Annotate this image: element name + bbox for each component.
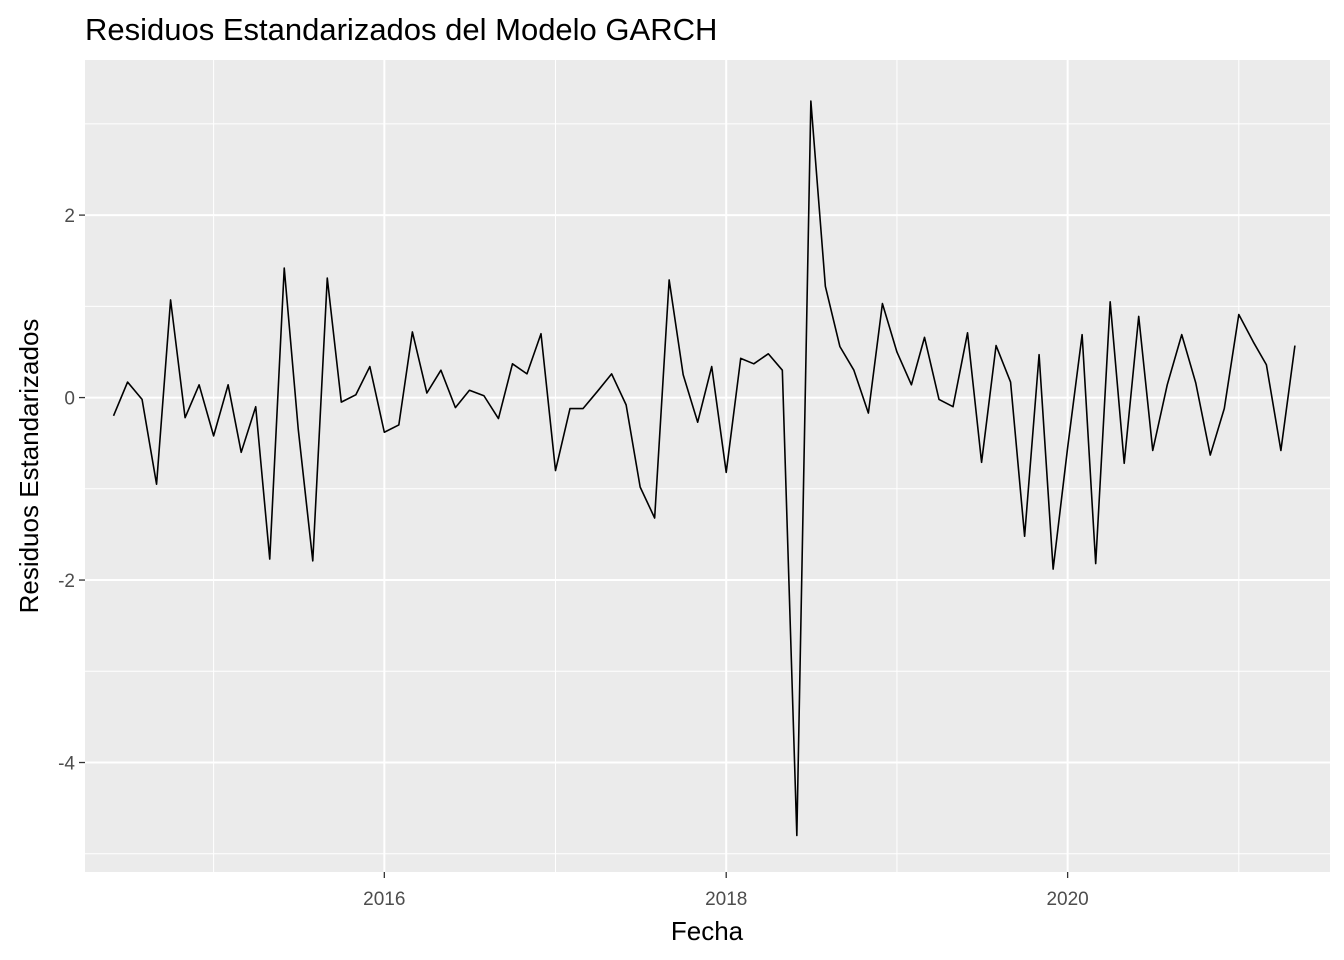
chart-title: Residuos Estandarizados del Modelo GARCH <box>85 12 717 47</box>
y-tick-label: 2 <box>64 206 75 227</box>
minor-gridlines <box>85 60 1330 872</box>
y-axis-ticks: -4 -2 0 2 <box>58 206 85 775</box>
major-gridlines <box>85 60 1330 872</box>
y-tick-label: -2 <box>58 571 75 592</box>
residuals-series-line <box>112 100 1296 837</box>
y-axis-title: Residuos Estandarizados <box>14 319 44 614</box>
x-axis-ticks: 2016 2018 2020 <box>363 872 1089 910</box>
y-tick-label: 0 <box>64 389 75 410</box>
plot-panel <box>85 60 1330 872</box>
x-axis-title: Fecha <box>671 916 744 946</box>
x-tick-label: 2016 <box>363 889 405 910</box>
y-tick-label: -4 <box>58 754 75 775</box>
x-tick-label: 2020 <box>1046 889 1088 910</box>
x-tick-label: 2018 <box>705 889 747 910</box>
